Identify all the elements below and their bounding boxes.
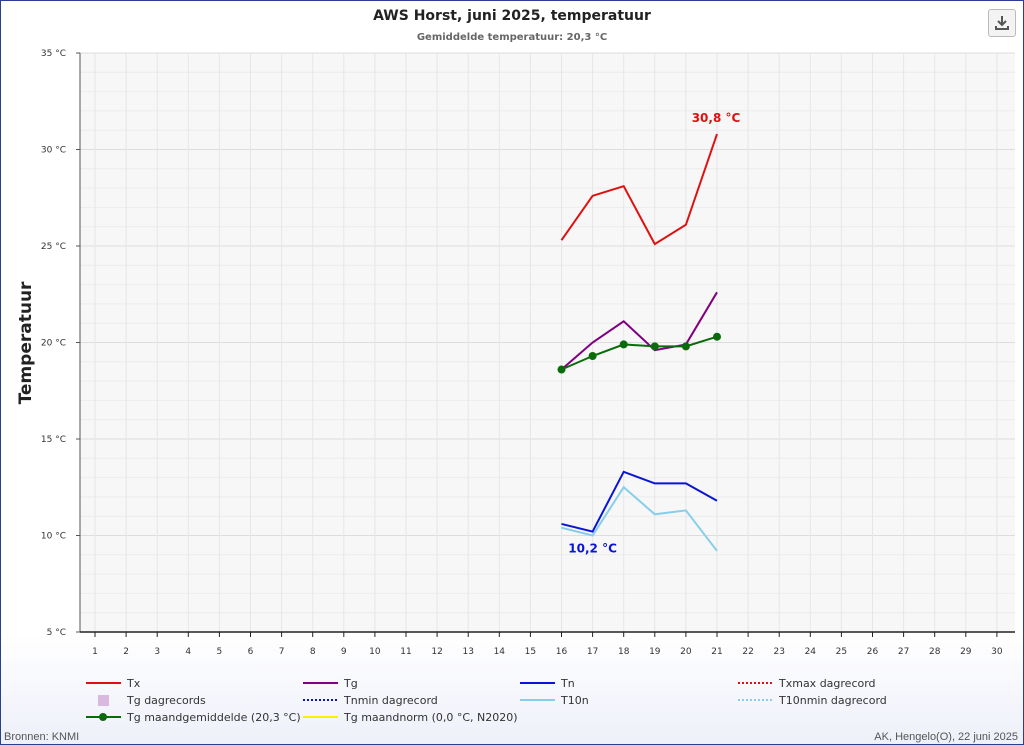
x-tick-label: 28 [929,647,941,657]
footer-credit: AK, Hengelo(O), 22 juni 2025 [874,731,1018,743]
x-tick-label: 12 [431,647,442,657]
legend-label: Tx [126,677,141,690]
series-point-tg-maandgemiddelde-20-3-c [619,340,628,349]
x-tick-label: 22 [742,647,753,657]
x-tick-label: 19 [649,647,661,657]
x-tick-label: 17 [587,647,598,657]
y-tick-label: 35 °C [41,49,66,59]
x-tick-label: 8 [310,647,316,657]
legend-label: Tg dagrecords [126,694,206,707]
x-tick-label: 13 [462,647,473,657]
y-axis: 5 °C 10 °C 15 °C 20 °C 25 °C 30 °C 35 °C [41,49,80,638]
x-tick-label: 29 [960,647,972,657]
series-point-tg-maandgemiddelde-20-3-c [713,332,721,341]
x-tick-label: 21 [711,647,722,657]
series-line-tg [560,291,718,371]
chart-title: AWS Horst, juni 2025, temperatuur [373,8,651,24]
y-axis-label: Temperatuur [16,281,36,404]
x-tick-label: 16 [556,647,568,657]
download-button[interactable] [988,9,1016,37]
series-point-tg-maandgemiddelde-20-3-c [588,352,597,361]
x-tick-label: 20 [680,647,692,657]
legend-label: Tn [560,677,575,690]
x-tick-label: 1 [92,647,98,657]
x-tick-label: 9 [341,647,347,657]
x-tick-label: 6 [248,647,254,657]
x-tick-label: 25 [836,647,847,657]
x-tick-label: 2 [123,647,129,657]
legend-label: T10nmin dagrecord [778,694,887,707]
legend-label: Txmax dagrecord [778,677,876,690]
legend: Tx Tg Tn Txmax dagrecord Tg dagrecords Tnmin … [86,677,887,724]
x-tick-label: 26 [867,647,879,657]
x-tick-label: 30 [991,647,1003,657]
legend-label: Tg [343,677,358,690]
download-icon [995,16,1009,30]
chart-subtitle: Gemiddelde temperatuur: 20,3 °C [417,32,607,43]
series-group [557,133,721,552]
legend-symbol-tg-dagrecords [98,695,109,706]
y-tick-label: 30 °C [41,146,66,156]
y-tick-label: 5 °C [47,628,66,638]
legend-label: T10n [560,694,589,707]
series-point-tg-maandgemiddelde-20-3-c [650,342,659,351]
series-line-t10n [561,485,718,552]
x-tick-label: 24 [805,647,817,657]
series-point-tg-maandgemiddelde-20-3-c [557,365,566,374]
series-line-tx [560,133,718,246]
x-tick-label: 15 [525,647,536,657]
x-tick-label: 27 [898,647,909,657]
x-tick-label: 14 [494,647,506,657]
series-point-tg-maandgemiddelde-20-3-c [681,342,690,351]
x-tick-label: 23 [773,647,784,657]
x-tick-label: 18 [618,647,630,657]
legend-label: Tg maandgemiddelde (20,3 °C) [126,711,301,724]
footer-source: Bronnen: KNMI [4,731,80,743]
legend-marker-tg-maandgemiddelde-20-3-c [99,713,107,721]
x-tick-label: 10 [369,647,381,657]
y-tick-label: 20 °C [41,339,66,349]
legend-label: Tg maandnorm (0,0 °C, N2020) [343,711,518,724]
y-tick-label: 10 °C [41,532,66,542]
data-label: 30,8 °C [692,111,741,125]
x-tick-label: 4 [185,647,191,657]
x-tick-label: 7 [279,647,285,657]
y-tick-label: 15 °C [41,435,66,445]
series-line-tn [561,470,718,533]
x-tick-label: 11 [400,647,411,657]
y-tick-label: 25 °C [41,242,66,252]
series-line-tg-maandgemiddelde-20-3-c [561,335,718,371]
annotations: 30,8 °C 10,2 °C [568,111,740,556]
x-axis: 1 2 3 4 5 6 7 8 9 10 11 12 13 14 15 16 17 18 19 20 21 22 23 24 2… [92,632,1003,657]
x-tick-label: 5 [217,647,223,657]
data-label: 10,2 °C [568,542,617,556]
x-tick-label: 3 [154,647,160,657]
legend-label: Tnmin dagrecord [343,694,438,707]
grid-lines [79,52,1015,633]
